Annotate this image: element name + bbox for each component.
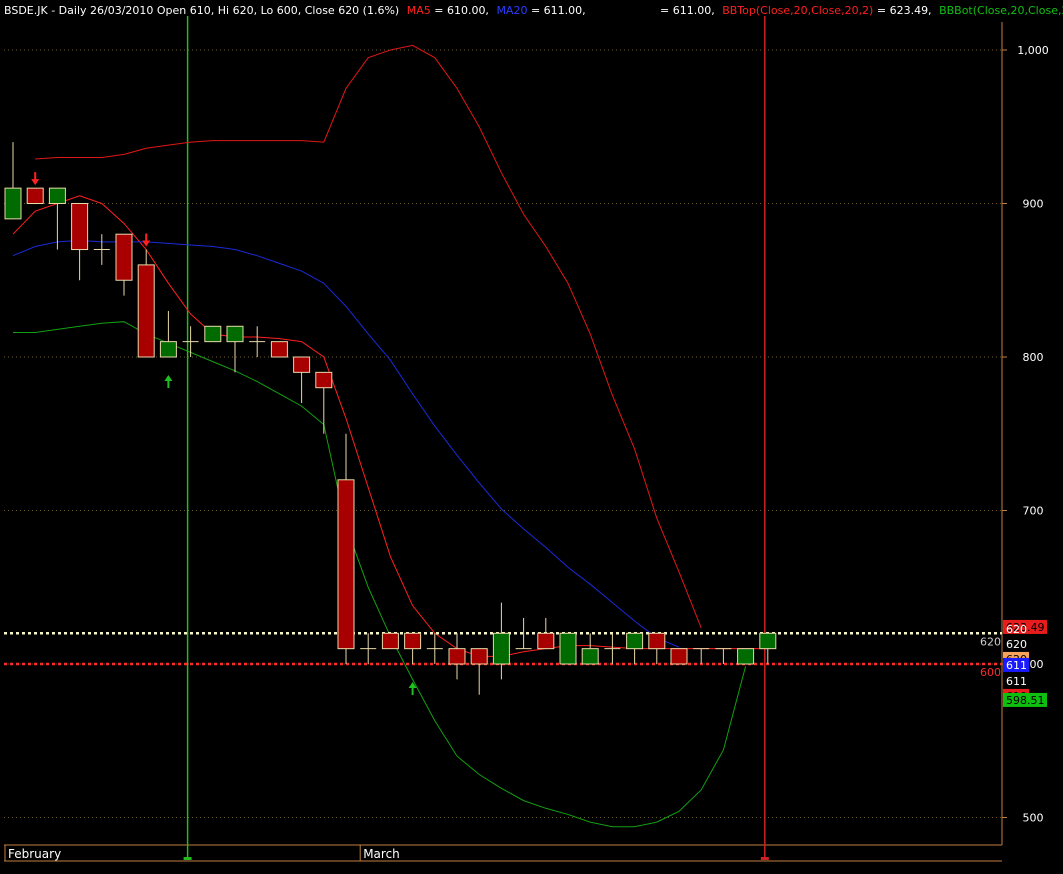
candle-body [204,325,222,343]
candle-body [559,632,577,665]
symbol-info: BSDE.JK - Daily 26/03/2010 Open 610, Hi … [4,4,399,17]
vertical-marker-tab [183,857,192,860]
eq-value: = 611.00, [660,4,715,17]
candle-body [226,325,244,343]
vertical-marker-tab [760,857,769,860]
candle-body [737,648,755,665]
buy-arrow-icon [164,375,173,388]
candle-body [115,233,133,281]
candle-body [404,632,422,650]
ma20-value: = 611.00, [531,4,586,17]
candle-body [537,632,555,650]
candle-body [4,187,22,220]
value-label-text: 611 [1006,675,1027,688]
x-tick-label: February [8,847,61,861]
candle-body [670,648,688,665]
candle-body [759,632,777,650]
value-label-text: 623.49 [1006,621,1045,634]
candle-body [448,648,466,665]
chart-header-right: = 611.00, BBTop(Close,20,Close,20,2) = 6… [660,4,1063,17]
level-label: 600 [980,666,1001,679]
x-tick-label: March [363,847,400,861]
candle-body [648,632,666,650]
candle-body [293,356,311,373]
ma20-label: MA20 [496,4,527,17]
y-tick-label: 500 [1023,812,1044,825]
candlesticks [4,142,777,695]
bbtop-label: BBTop(Close,20,Close,20,2) [722,4,873,17]
value-label-text: 598.51 [1006,694,1045,707]
candle-body [581,648,599,665]
value-label-text: 611 [1006,659,1027,672]
candle-body [270,341,288,358]
candle-body [626,632,644,650]
candle-body [381,632,399,650]
series-line [13,321,747,828]
candle-body [26,187,44,204]
candle-body [337,479,355,650]
chart-header: BSDE.JK - Daily 26/03/2010 Open 610, Hi … [4,4,586,17]
indicator-lines [12,44,768,828]
value-label-box [1003,692,1047,707]
candle-body [159,341,177,358]
vertical-markers [183,16,769,860]
signal-arrows [31,172,417,695]
x-axis: February March [4,845,400,861]
value-label-box [1003,619,1047,634]
level-label: 620 [980,635,1001,648]
y-tick-label: 800 [1023,351,1044,364]
value-label-text: 620 [1006,623,1027,636]
bbbot-label: BBBot(Close,20,Close,2 [939,4,1063,17]
bbtop-value: = 623.49, [877,4,932,17]
ma5-value: = 610.00, [434,4,489,17]
candle-body [315,371,333,389]
candle-body [470,648,488,665]
y-tick-label: 900 [1023,198,1044,211]
right-value-labels: 623.49620620620611611610598.51 [1003,619,1047,707]
series-line [35,44,702,629]
ma5-label: MA5 [407,4,431,17]
candle-body [492,632,510,665]
grid [4,49,1002,818]
candle-body [48,187,66,204]
buy-arrow-icon [408,682,417,695]
value-label-box [1003,657,1029,672]
y-tick-label: 700 [1023,505,1044,518]
candle-body [137,264,155,358]
candle-body [71,203,89,251]
sell-arrow-icon [31,172,40,186]
value-label-text: 620 [1006,638,1027,651]
y-tick-label: 1,000 [1017,44,1049,57]
sell-arrow-icon [142,233,151,247]
